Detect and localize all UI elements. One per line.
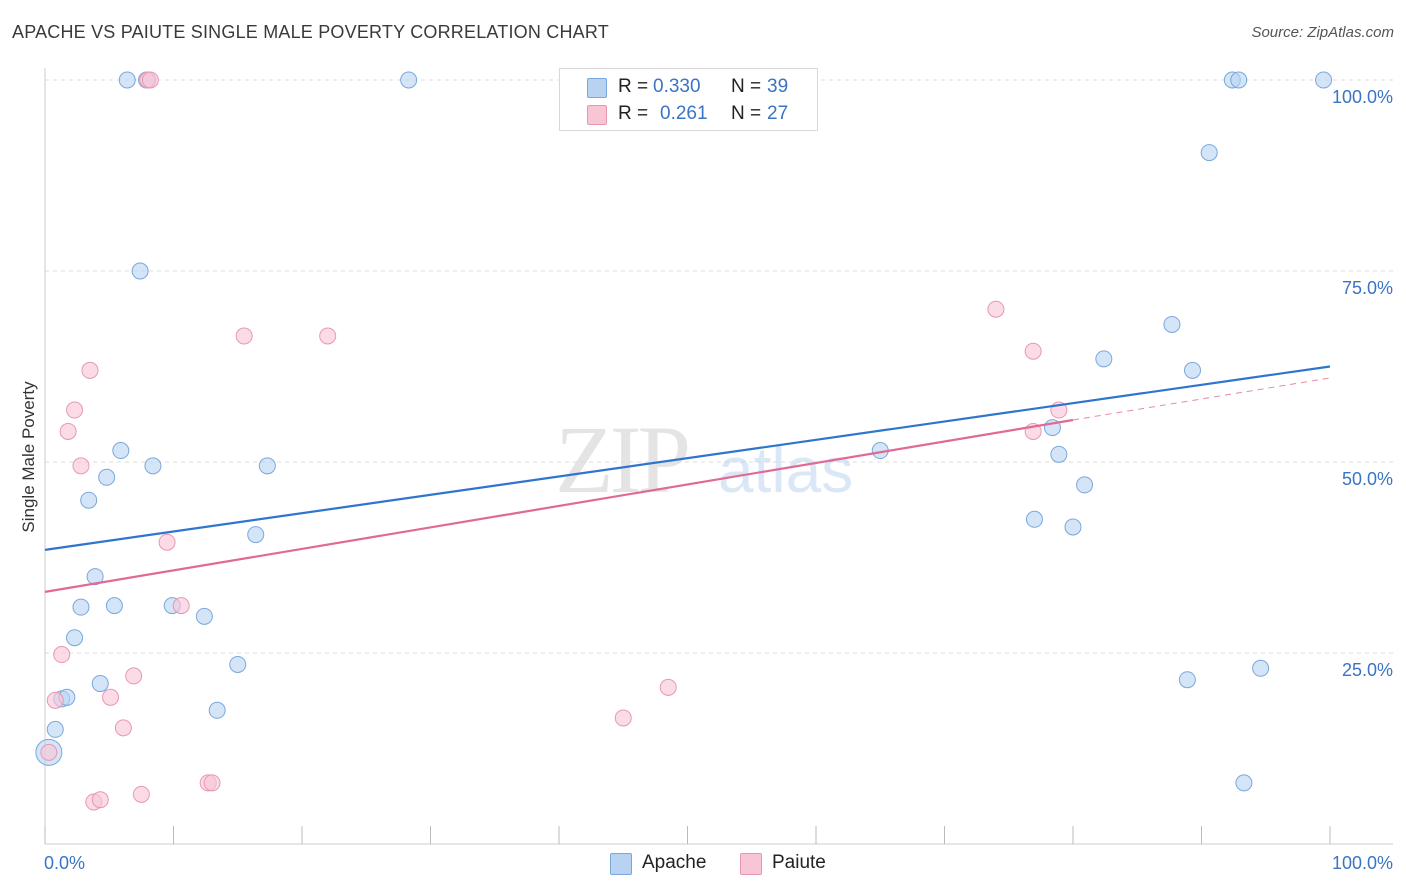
data-points — [35, 71, 1333, 811]
paiute-point — [158, 533, 176, 551]
source-label: Source: ZipAtlas.com — [1251, 24, 1394, 41]
paiute-point — [659, 678, 677, 696]
legend-row-apache: R = 0.330 N = 39 — [560, 75, 817, 101]
apache-point — [1235, 774, 1253, 792]
apache-point — [1184, 361, 1202, 379]
paiute-legend-swatch — [740, 853, 762, 875]
axes — [44, 68, 1393, 845]
x-tick-label-min: 0.0% — [44, 853, 85, 873]
legend-row-paiute: R = 0.261 N = 27 — [560, 102, 817, 128]
watermark: ZIP atlas — [555, 406, 853, 513]
paiute-point — [987, 300, 1005, 318]
y-tick-label: 75.0% — [1342, 278, 1393, 298]
apache-point — [1025, 510, 1043, 528]
apache-point — [1200, 144, 1218, 162]
apache-point — [229, 655, 247, 673]
paiute-legend-label: Paiute — [772, 852, 826, 873]
paiute-point — [72, 457, 90, 475]
apache-point — [400, 71, 418, 89]
legend-n-value: 27 — [767, 103, 789, 124]
paiute-point — [203, 774, 221, 792]
paiute-point — [319, 327, 337, 345]
paiute-point — [114, 719, 132, 737]
apache-point — [208, 701, 226, 719]
apache-point — [1163, 315, 1181, 333]
apache-point — [1230, 71, 1248, 89]
apache-point — [131, 262, 149, 280]
apache-point — [1252, 659, 1270, 677]
apache-legend-label: Apache — [642, 852, 707, 873]
apache-point — [1095, 350, 1113, 368]
apache-point — [1050, 445, 1068, 463]
apache-point — [1178, 671, 1196, 689]
paiute-point — [53, 646, 71, 664]
apache-trend-line — [44, 365, 1331, 551]
paiute-point — [172, 597, 190, 615]
legend: R = 0.330 N = 39 R = 0.261 N = 27 — [559, 68, 818, 131]
paiute-point — [1024, 342, 1042, 360]
paiute-point — [235, 327, 253, 345]
paiute-swatch — [587, 105, 607, 125]
watermark-zip: ZIP — [555, 406, 688, 513]
legend-n-value: 39 — [767, 76, 789, 97]
legend-r-value: 0.330 — [653, 76, 701, 97]
apache-legend-swatch — [610, 853, 632, 875]
paiute-point — [132, 785, 150, 803]
y-tick-label: 50.0% — [1342, 469, 1393, 489]
paiute-point — [125, 667, 143, 685]
y-tick-label: 100.0% — [1332, 87, 1393, 107]
apache-point — [258, 457, 276, 475]
apache-point — [66, 629, 84, 647]
trend-lines — [44, 365, 1331, 593]
paiute-point — [40, 743, 58, 761]
apache-point — [105, 597, 123, 615]
apache-swatch — [587, 78, 607, 98]
apache-point — [1315, 71, 1333, 89]
apache-point — [144, 457, 162, 475]
apache-point — [91, 675, 109, 693]
apache-point — [98, 468, 116, 486]
apache-point — [112, 442, 130, 460]
x-tick-label-max: 100.0% — [1332, 853, 1393, 873]
apache-point — [46, 720, 64, 738]
legend-n-label: N = — [731, 103, 762, 124]
apache-point — [118, 71, 136, 89]
paiute-point — [614, 709, 632, 727]
y-tick-labels: 100.0% 75.0% 50.0% 25.0% — [1332, 87, 1393, 680]
paiute-point — [91, 791, 109, 809]
apache-point — [80, 491, 98, 509]
apache-point — [72, 598, 90, 616]
paiute-point — [59, 422, 77, 440]
legend-r-label: R = — [618, 103, 649, 124]
watermark-atlas: atlas — [718, 434, 853, 506]
paiute-point — [102, 688, 120, 706]
paiute-point — [141, 71, 159, 89]
y-tick-label: 25.0% — [1342, 660, 1393, 680]
apache-point — [1064, 518, 1082, 536]
paiute-point — [81, 361, 99, 379]
paiute-trend-line — [44, 418, 1074, 593]
apache-point — [247, 526, 265, 544]
apache-point — [1076, 476, 1094, 494]
paiute-point — [66, 401, 84, 419]
chart-title: APACHE VS PAIUTE SINGLE MALE POVERTY COR… — [12, 22, 609, 42]
legend-n-label: N = — [731, 76, 762, 97]
apache-point — [195, 607, 213, 625]
legend-r-value: 0.261 — [660, 103, 708, 124]
legend-r-label: R = — [618, 76, 649, 97]
y-axis-label: Single Male Poverty — [19, 381, 38, 533]
paiute-point — [46, 691, 64, 709]
